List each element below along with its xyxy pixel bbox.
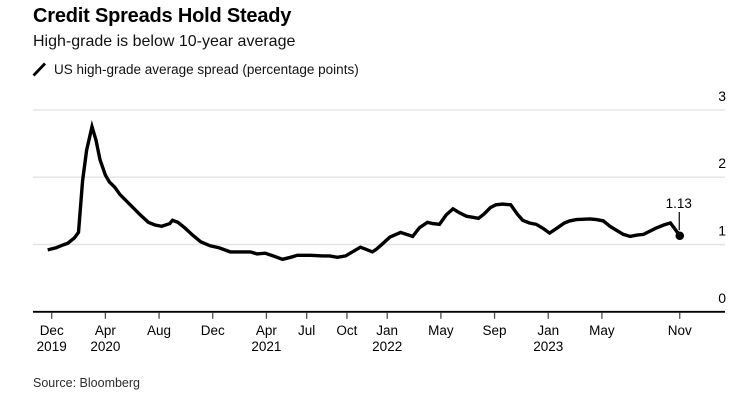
- x-axis-label-month: Aug: [147, 323, 171, 338]
- legend: US high-grade average spread (percentage…: [32, 62, 359, 77]
- y-axis-label: 2: [718, 155, 726, 171]
- x-axis-label-year: 2022: [372, 339, 402, 354]
- y-axis-label: 3: [718, 88, 726, 104]
- x-axis-label-year: 2021: [251, 339, 281, 354]
- y-axis-label: 1: [718, 223, 726, 239]
- legend-label: US high-grade average spread (percentage…: [54, 62, 359, 77]
- x-axis-label-month: May: [428, 323, 454, 338]
- last-value-dot: [675, 231, 685, 241]
- last-value-label: 1.13: [666, 196, 692, 211]
- x-axis-label-month: Apr: [95, 323, 117, 338]
- x-axis-label-month: May: [589, 323, 615, 338]
- x-axis-label-year: 2020: [90, 339, 120, 354]
- x-axis-label-month: Nov: [668, 323, 692, 338]
- x-axis-label-month: Jul: [298, 323, 315, 338]
- x-axis-label-month: Dec: [201, 323, 225, 338]
- x-axis-label-year: 2023: [533, 339, 563, 354]
- x-axis-label-year: 2019: [37, 339, 67, 354]
- chart-subtitle: High-grade is below 10-year average: [33, 33, 296, 50]
- source-credit: Source: Bloomberg: [33, 376, 141, 390]
- x-axis-label-month: Dec: [40, 323, 64, 338]
- x-axis-label-month: Apr: [256, 323, 278, 338]
- y-axis-label: 0: [718, 290, 726, 306]
- x-axis-label-month: Sep: [483, 323, 507, 338]
- spread-series-line: [47, 120, 682, 262]
- x-axis-label-month: Jan: [376, 323, 398, 338]
- x-axis-label-month: Jan: [537, 323, 559, 338]
- chart-title: Credit Spreads Hold Steady: [33, 5, 292, 27]
- line-series-icon: [32, 62, 47, 77]
- x-axis-label-month: Oct: [336, 323, 357, 338]
